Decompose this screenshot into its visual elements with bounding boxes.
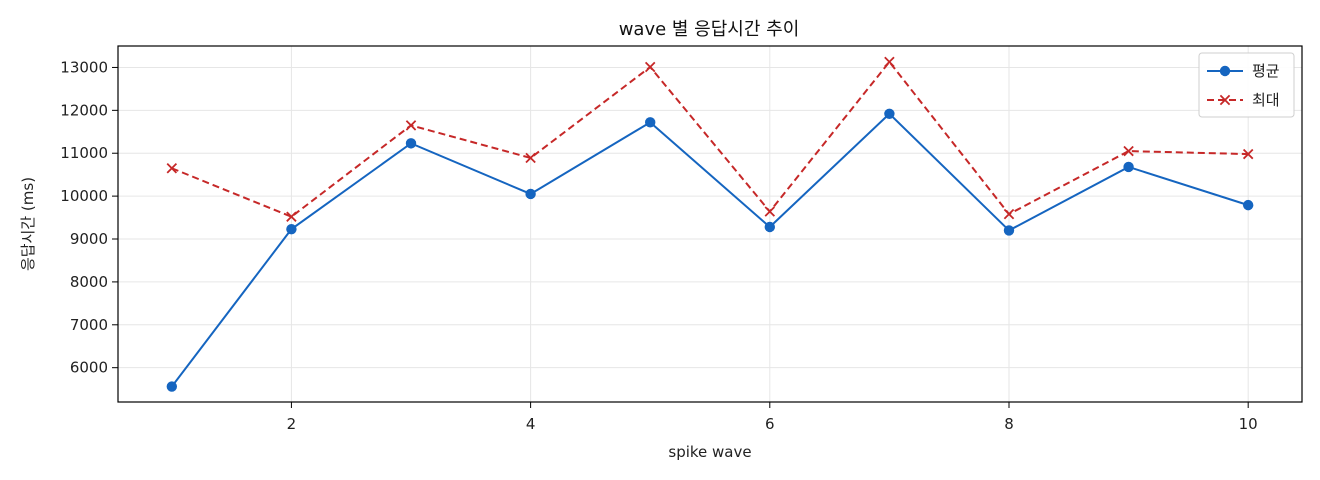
- legend-frame: [1198, 52, 1295, 118]
- legend-marker: [1219, 94, 1231, 106]
- data-point: [1123, 145, 1134, 157]
- data-point: [166, 163, 178, 174]
- series-2: [166, 56, 1254, 222]
- plot-area-frame: [117, 45, 1303, 403]
- data-point: [525, 188, 536, 200]
- legend-label: 최대: [1252, 91, 1280, 109]
- data-point: [1003, 225, 1015, 236]
- series-1: [166, 108, 1254, 392]
- x-axis: 2 4 6 8 10: [287, 402, 1258, 433]
- data-point: [764, 206, 776, 217]
- y-tick-label: 13000: [60, 58, 108, 76]
- data-point: [1242, 199, 1254, 211]
- series-line: [171, 112, 1249, 388]
- data-point: [884, 56, 895, 68]
- y-axis: 6000 7000 8000 9000 10000 11000 12000 13000: [60, 58, 118, 377]
- y-tick-label: 10000: [60, 187, 108, 205]
- data-point: [405, 120, 417, 131]
- legend-label: 평균: [1252, 62, 1280, 80]
- data-point: [166, 381, 178, 392]
- y-tick-label: 12000: [60, 101, 108, 119]
- x-tick-label: 6: [765, 415, 775, 433]
- data-point: [1242, 148, 1254, 160]
- data-point: [644, 61, 656, 73]
- series-layer: [166, 56, 1254, 392]
- y-tick-label: 6000: [70, 359, 108, 377]
- legend-entry: 평균: [1207, 62, 1280, 80]
- x-tick-label: 10: [1239, 415, 1258, 433]
- chart-title: wave 별 응답시간 추이: [619, 19, 800, 40]
- x-tick-label: 4: [526, 415, 536, 433]
- y-axis-label: 응답시간 (ms): [19, 177, 37, 271]
- y-tick-label: 8000: [70, 273, 108, 291]
- y-tick-label: 11000: [60, 144, 108, 162]
- x-tick-label: 2: [287, 415, 297, 433]
- legend-marker: [1219, 65, 1231, 77]
- data-point: [764, 221, 775, 233]
- data-point: [286, 211, 297, 222]
- data-point: [286, 223, 297, 235]
- data-point: [405, 138, 417, 149]
- x-tick-label: 8: [1004, 415, 1014, 433]
- y-tick-label: 7000: [70, 316, 108, 334]
- x-axis-label: spike wave: [668, 443, 751, 461]
- data-point: [525, 152, 536, 164]
- legend-entry: 최대: [1207, 91, 1280, 109]
- series-line: [171, 60, 1249, 218]
- data-point: [645, 117, 656, 128]
- data-point: [1003, 208, 1015, 220]
- grid-lines: [118, 46, 1302, 402]
- data-point: [884, 108, 895, 119]
- data-point: [1123, 161, 1134, 173]
- y-tick-label: 9000: [70, 230, 108, 248]
